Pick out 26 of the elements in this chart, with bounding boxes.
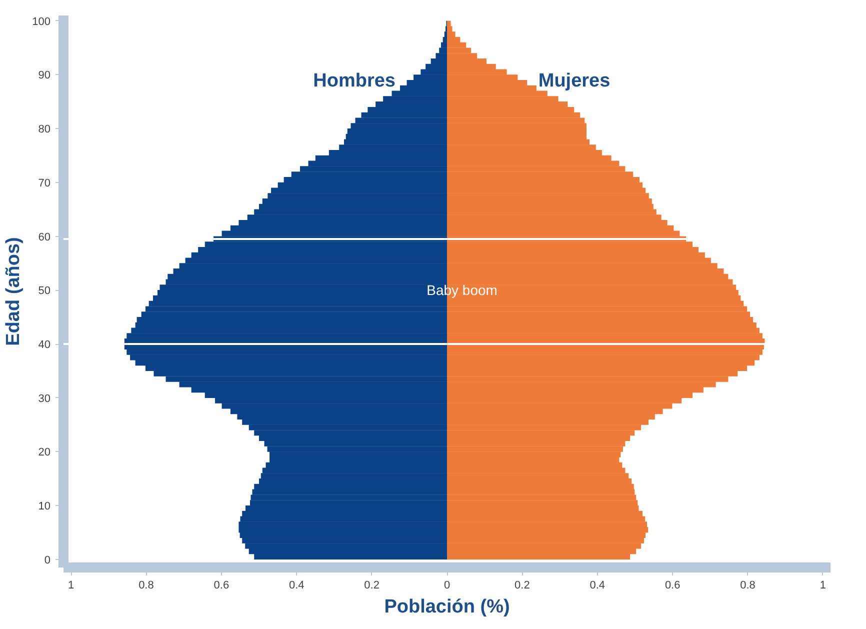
x-tick-label: 0.6 [664,580,680,592]
series-label: Hombres [313,70,396,92]
y-tick-label: 60 [38,231,51,244]
y-tick-label: 80 [38,124,51,136]
series-label: Mujeres [538,70,610,92]
x-tick-label: 0.8 [138,580,154,592]
x-tick-label: 0 [444,580,450,592]
y-tick-label: 0 [44,554,51,566]
x-tick-label: 0.6 [214,580,230,592]
x-axis-title: Población (%) [384,596,510,618]
y-tick-label: 10 [38,500,51,513]
y-tick-label: 100 [32,16,51,28]
y-axis-title: Edad (años) [3,237,24,346]
y-tick-label: 40 [38,339,51,352]
y-tick-label: 90 [38,70,51,82]
x-tick-label: 0.2 [514,580,530,592]
y-tick-label: 50 [38,285,51,298]
x-tick-label: 0.4 [288,580,304,592]
x-tick-label: 0.2 [364,580,380,592]
x-tick-label: 0.8 [740,580,756,592]
y-tick-label: 30 [38,392,51,405]
y-tick-label: 70 [38,177,51,190]
x-tick-label: 0.4 [590,580,606,592]
y-tick-label: 20 [38,446,51,459]
x-tick-label: 1 [68,580,74,592]
x-tick-label: 1 [820,580,826,592]
